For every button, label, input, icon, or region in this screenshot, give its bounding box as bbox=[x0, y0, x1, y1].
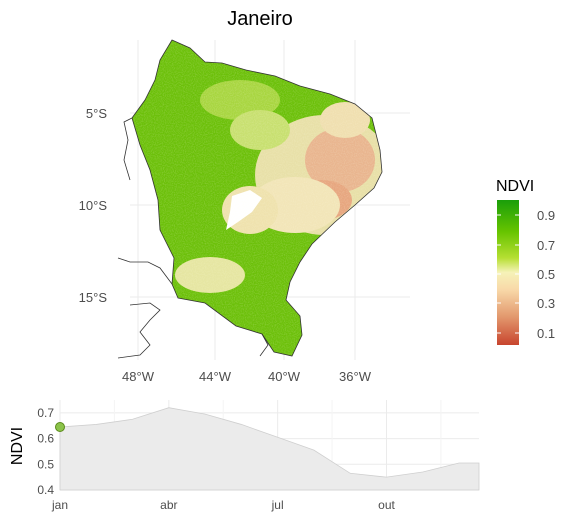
region-outline bbox=[131, 39, 383, 357]
map-title: Janeiro bbox=[227, 8, 293, 30]
chart-y-ticks: 0.7 0.6 0.5 0.4 bbox=[37, 406, 54, 497]
chart-y-tick-label: 0.7 bbox=[37, 406, 54, 420]
legend-tick-07: 0.7 bbox=[537, 238, 555, 253]
ndvi-area bbox=[59, 407, 480, 491]
chart-x-tick-label: abr bbox=[160, 498, 177, 512]
chart-ylabel: NDVI bbox=[9, 427, 26, 465]
ndvi-timeseries-chart: 0.7 0.6 0.5 0.4 jan abr jul out NDVI bbox=[9, 400, 480, 512]
lat-label-15s: 15°S bbox=[79, 290, 108, 305]
legend-tick-03: 0.3 bbox=[537, 296, 555, 311]
chart-y-tick-label: 0.5 bbox=[37, 457, 54, 471]
legend-tick-05: 0.5 bbox=[537, 267, 555, 282]
neighbor-border-west bbox=[123, 117, 133, 181]
chart-x-ticks: jan abr jul out bbox=[51, 498, 396, 512]
highlight-point bbox=[55, 422, 65, 432]
legend-tick-01: 0.1 bbox=[537, 326, 555, 341]
lon-label-44w: 44°W bbox=[199, 369, 232, 384]
lon-label-48w: 48°W bbox=[122, 369, 155, 384]
chart-x-tick-label: jan bbox=[51, 498, 68, 512]
neighbor-border-ne bbox=[259, 333, 269, 357]
chart-x-tick-label: out bbox=[378, 498, 395, 512]
lon-label-40w: 40°W bbox=[268, 369, 301, 384]
chart-y-tick-label: 0.6 bbox=[37, 432, 54, 446]
chart-y-tick-label: 0.4 bbox=[37, 483, 54, 497]
legend-tick-09: 0.9 bbox=[537, 208, 555, 223]
lon-label-36w: 36°W bbox=[339, 369, 372, 384]
neighbor-border-south bbox=[117, 257, 173, 359]
ndvi-raster bbox=[132, 40, 382, 356]
chart-x-tick-label: jul bbox=[271, 498, 284, 512]
legend-title: NDVI bbox=[496, 178, 535, 195]
colorbar-ticks bbox=[497, 214, 519, 334]
lat-label-10s: 10°S bbox=[79, 198, 108, 213]
lat-label-5s: 5°S bbox=[86, 106, 107, 121]
ndvi-colorbar bbox=[497, 200, 519, 345]
